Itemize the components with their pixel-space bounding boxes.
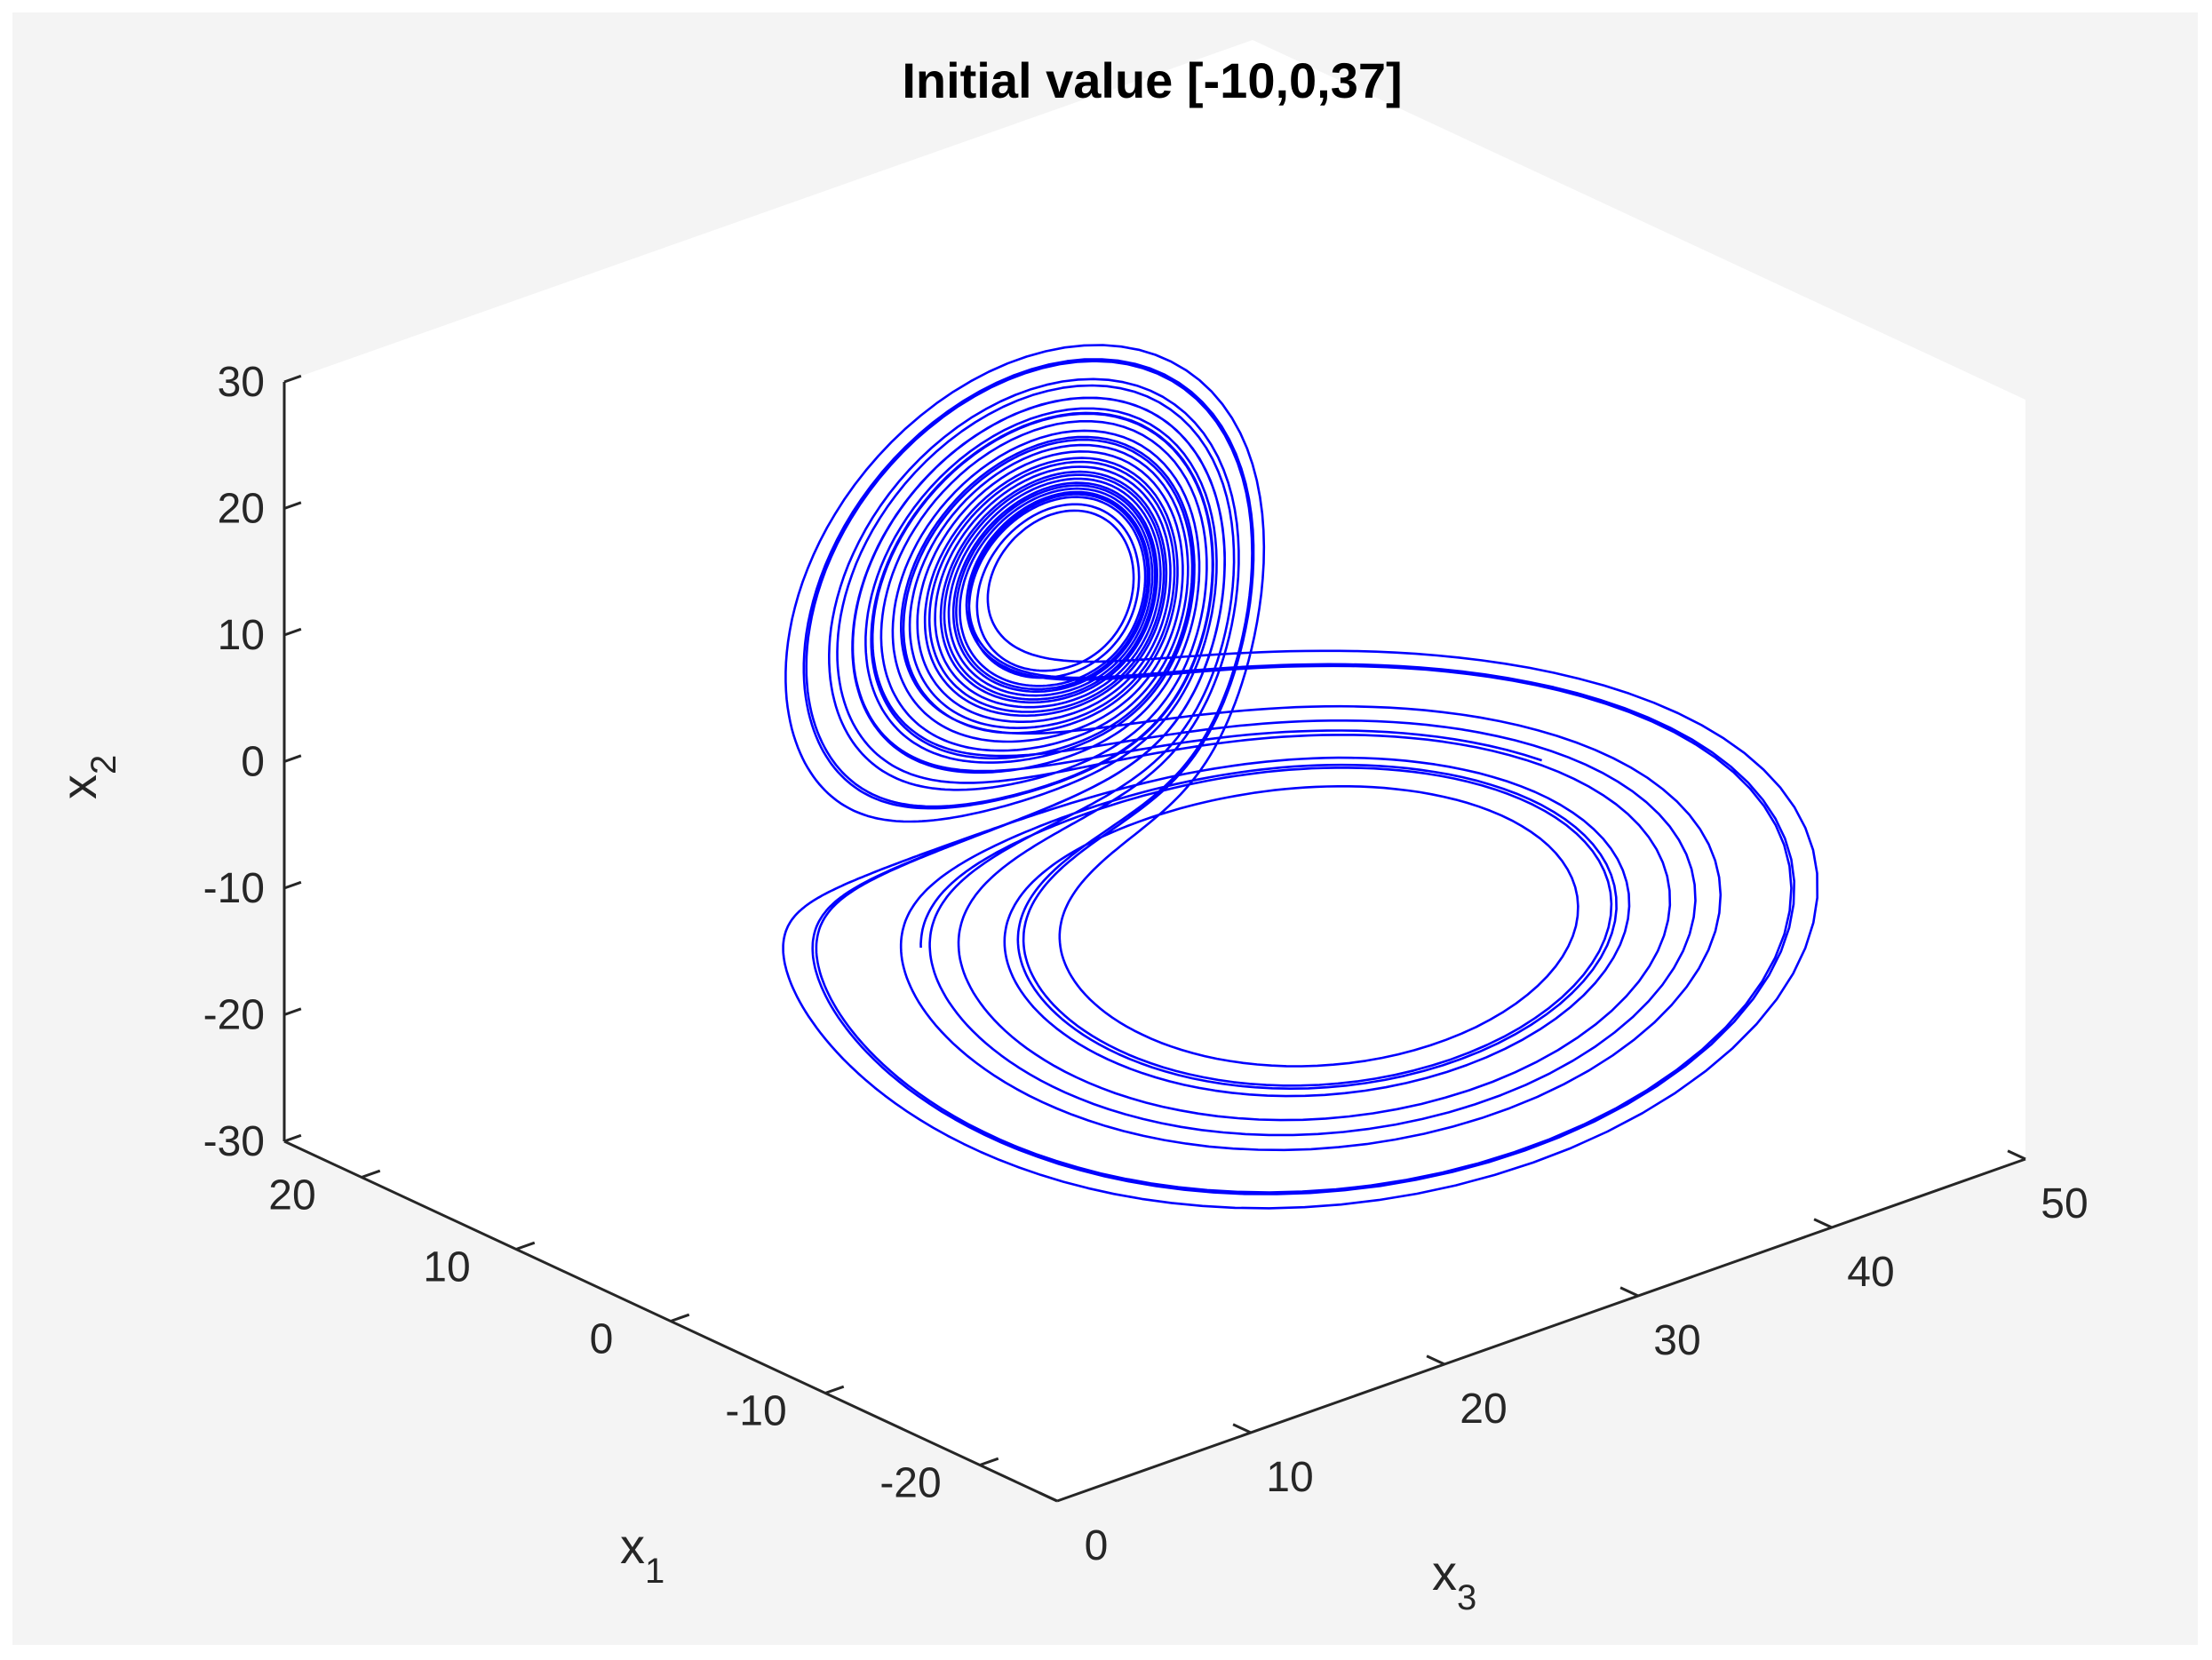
x2-tick [283,754,302,763]
x3-tick [1232,1423,1252,1434]
x-axis-label-sub: 1 [645,1552,664,1591]
x3-tick-label: 50 [2041,1180,2088,1227]
x1-tick [361,1169,381,1179]
x2-tick-label: 0 [241,739,265,786]
x3-tick [2007,1149,2026,1161]
x2-tick-label: 20 [218,486,265,533]
x2-tick-label: -20 [203,992,265,1039]
trajectory-layer [782,344,1818,1210]
x2-tick [283,501,302,510]
x3-tick [1038,1491,1058,1503]
x3-axis-line [1056,1157,2026,1503]
x3-tick [1619,1286,1639,1298]
y-axis-label-base: x [1432,1545,1457,1600]
x3-tick-label: 30 [1653,1317,1700,1364]
axis-ticks: -20 -10 0 10 20 0 10 20 30 40 50 -30 -20 -10 0 10 20 30 [203,359,2089,1569]
x2-tick-label: 10 [218,612,265,659]
trajectory-line [782,344,1818,1210]
x1-tick [515,1241,536,1251]
x3-tick-label: 20 [1460,1386,1507,1433]
x2-tick [283,627,302,637]
x1-tick [979,1457,999,1466]
x2-tick [283,880,302,890]
chart-title: Initial value [-10,0,37] [902,52,1402,108]
x3-tick [1813,1218,1833,1229]
x1-tick-label: -10 [725,1388,786,1435]
x2-tick-label: -30 [203,1118,265,1165]
z-axis-label-base: x [51,774,107,799]
y-axis-label-sub: 3 [1457,1578,1476,1617]
x2-tick [283,1007,302,1016]
x2-tick [283,374,302,384]
y-axis-label: x3 [1432,1545,1476,1617]
x1-tick [670,1313,690,1322]
x3-tick [1426,1354,1445,1366]
z-axis-label: x2 [51,755,123,799]
x3-tick-label: 10 [1266,1454,1313,1501]
x-axis-label-base: x [620,1518,645,1574]
x1-tick-label: -20 [879,1460,941,1507]
x1-tick-label: 20 [268,1172,315,1219]
x-axis-label: x1 [620,1518,664,1591]
x2-tick-label: 30 [218,359,265,406]
z-axis-label-sub: 2 [84,755,123,774]
x2-tick-label: -10 [203,865,265,912]
x3-tick-label: 0 [1085,1522,1109,1569]
x3-tick-label: 40 [1847,1249,1894,1296]
x2-tick [283,1133,302,1143]
x1-tick-label: 10 [423,1244,470,1291]
x1-tick-label: 0 [590,1316,614,1363]
x1-tick [824,1385,845,1394]
